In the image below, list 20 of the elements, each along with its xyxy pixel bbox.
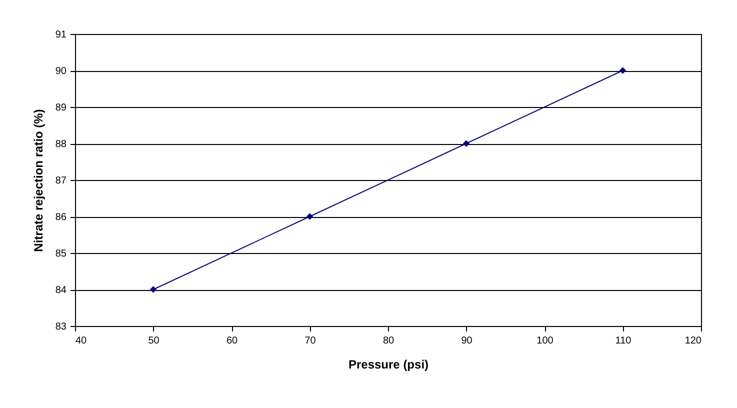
y-tick-label: 90 xyxy=(55,66,67,77)
y-axis-title: Nitrate rejection ratio (%) xyxy=(31,109,46,252)
x-tick-label: 100 xyxy=(536,336,554,346)
x-tick-label: 80 xyxy=(382,336,394,346)
y-tick-label: 84 xyxy=(55,285,67,296)
y-tick-label: 89 xyxy=(55,102,67,114)
x-tick-label: 50 xyxy=(148,336,160,346)
y-tick-label: 88 xyxy=(55,139,67,150)
x-tick-label: 70 xyxy=(304,336,316,346)
x-tick-label: 110 xyxy=(615,336,632,346)
x-tick-label: 40 xyxy=(76,336,88,346)
y-tick-label: 83 xyxy=(55,322,67,332)
y-tick-label: 91 xyxy=(55,30,67,40)
x-tick-label: 90 xyxy=(461,336,473,346)
y-tick-label: 85 xyxy=(55,248,67,260)
x-tick-label: 120 xyxy=(684,336,702,346)
y-tick-label: 87 xyxy=(55,176,67,186)
y-tick-label: 86 xyxy=(55,212,67,223)
x-tick-label: 60 xyxy=(226,336,238,346)
x-axis-title: Pressure (psi) xyxy=(348,358,429,372)
